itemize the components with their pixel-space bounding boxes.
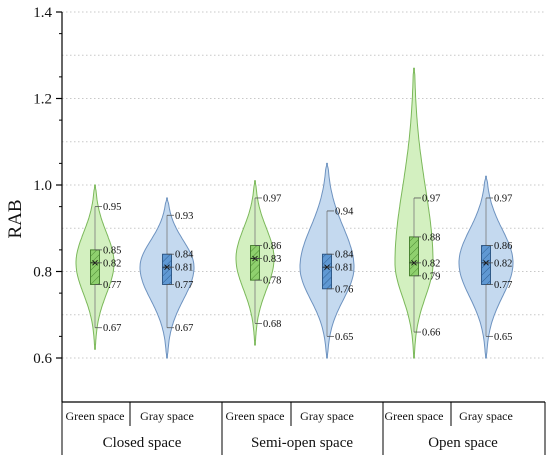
stat-label: 0.76 [335,284,353,295]
stat-label: 0.86 [263,241,281,252]
y-tick-label: 1.0 [33,178,52,194]
stat-label: 0.86 [494,241,512,252]
stat-label: 0.94 [335,206,354,217]
stat-label: 0.93 [175,211,193,222]
y-tick-label: 0.8 [33,265,52,281]
stat-label: 0.82 [422,258,440,269]
y-tick-label: 0.6 [33,351,52,367]
box-green [250,245,260,281]
y-tick-label: 1.2 [33,92,52,108]
stat-label: 0.97 [422,193,440,204]
category-label: Gray space [459,409,513,423]
stat-label: 0.97 [263,193,281,204]
stat-label: 0.88 [422,232,440,243]
stat-label: 0.81 [335,263,353,274]
box-green [409,236,419,277]
stat-label: 0.67 [103,323,121,334]
y-tick-label: 1.4 [33,5,52,21]
stat-label: 0.82 [103,258,121,269]
box-gray [162,253,172,285]
category-label: Gray space [140,409,194,423]
stat-label: 0.65 [494,332,512,343]
stat-label: 0.84 [335,250,354,261]
stat-label: 0.67 [175,323,193,334]
stat-label: 0.97 [494,193,512,204]
stat-label: 0.77 [494,280,512,291]
stat-label: 0.65 [335,332,353,343]
box-gray [322,253,332,290]
axes: 0.6 0.8 1.0 1.2 1.4 Green space Gray space Gree… [33,5,546,455]
category-label: Green space [226,409,285,423]
y-axis-label: RAB [5,199,26,238]
stat-label: 0.82 [494,258,512,269]
group-label: Open space [428,435,498,451]
stat-label: 0.77 [103,280,121,291]
stat-label: 0.95 [103,202,121,213]
category-label: Green space [385,409,444,423]
box-gray [481,245,491,285]
stat-label: 0.78 [263,276,281,287]
stat-label: 0.85 [103,245,121,256]
violins: 0.95 0.85 0.82 0.77 0.67 0.93 0.84 0.81 0.77 0.67… [75,67,514,359]
box-green [90,249,100,285]
category-label: Green space [66,409,125,423]
grid-lines [62,11,545,359]
stat-label: 0.79 [422,271,440,282]
group-label: Closed space [103,435,182,451]
stat-label: 0.77 [175,280,193,291]
group-label: Semi-open space [251,435,353,451]
stat-label: 0.83 [263,254,281,265]
stat-label: 0.81 [175,263,193,274]
stat-label: 0.84 [175,250,194,261]
category-label: Gray space [300,409,354,423]
stat-label: 0.66 [422,328,440,339]
stat-label: 0.68 [263,319,281,330]
